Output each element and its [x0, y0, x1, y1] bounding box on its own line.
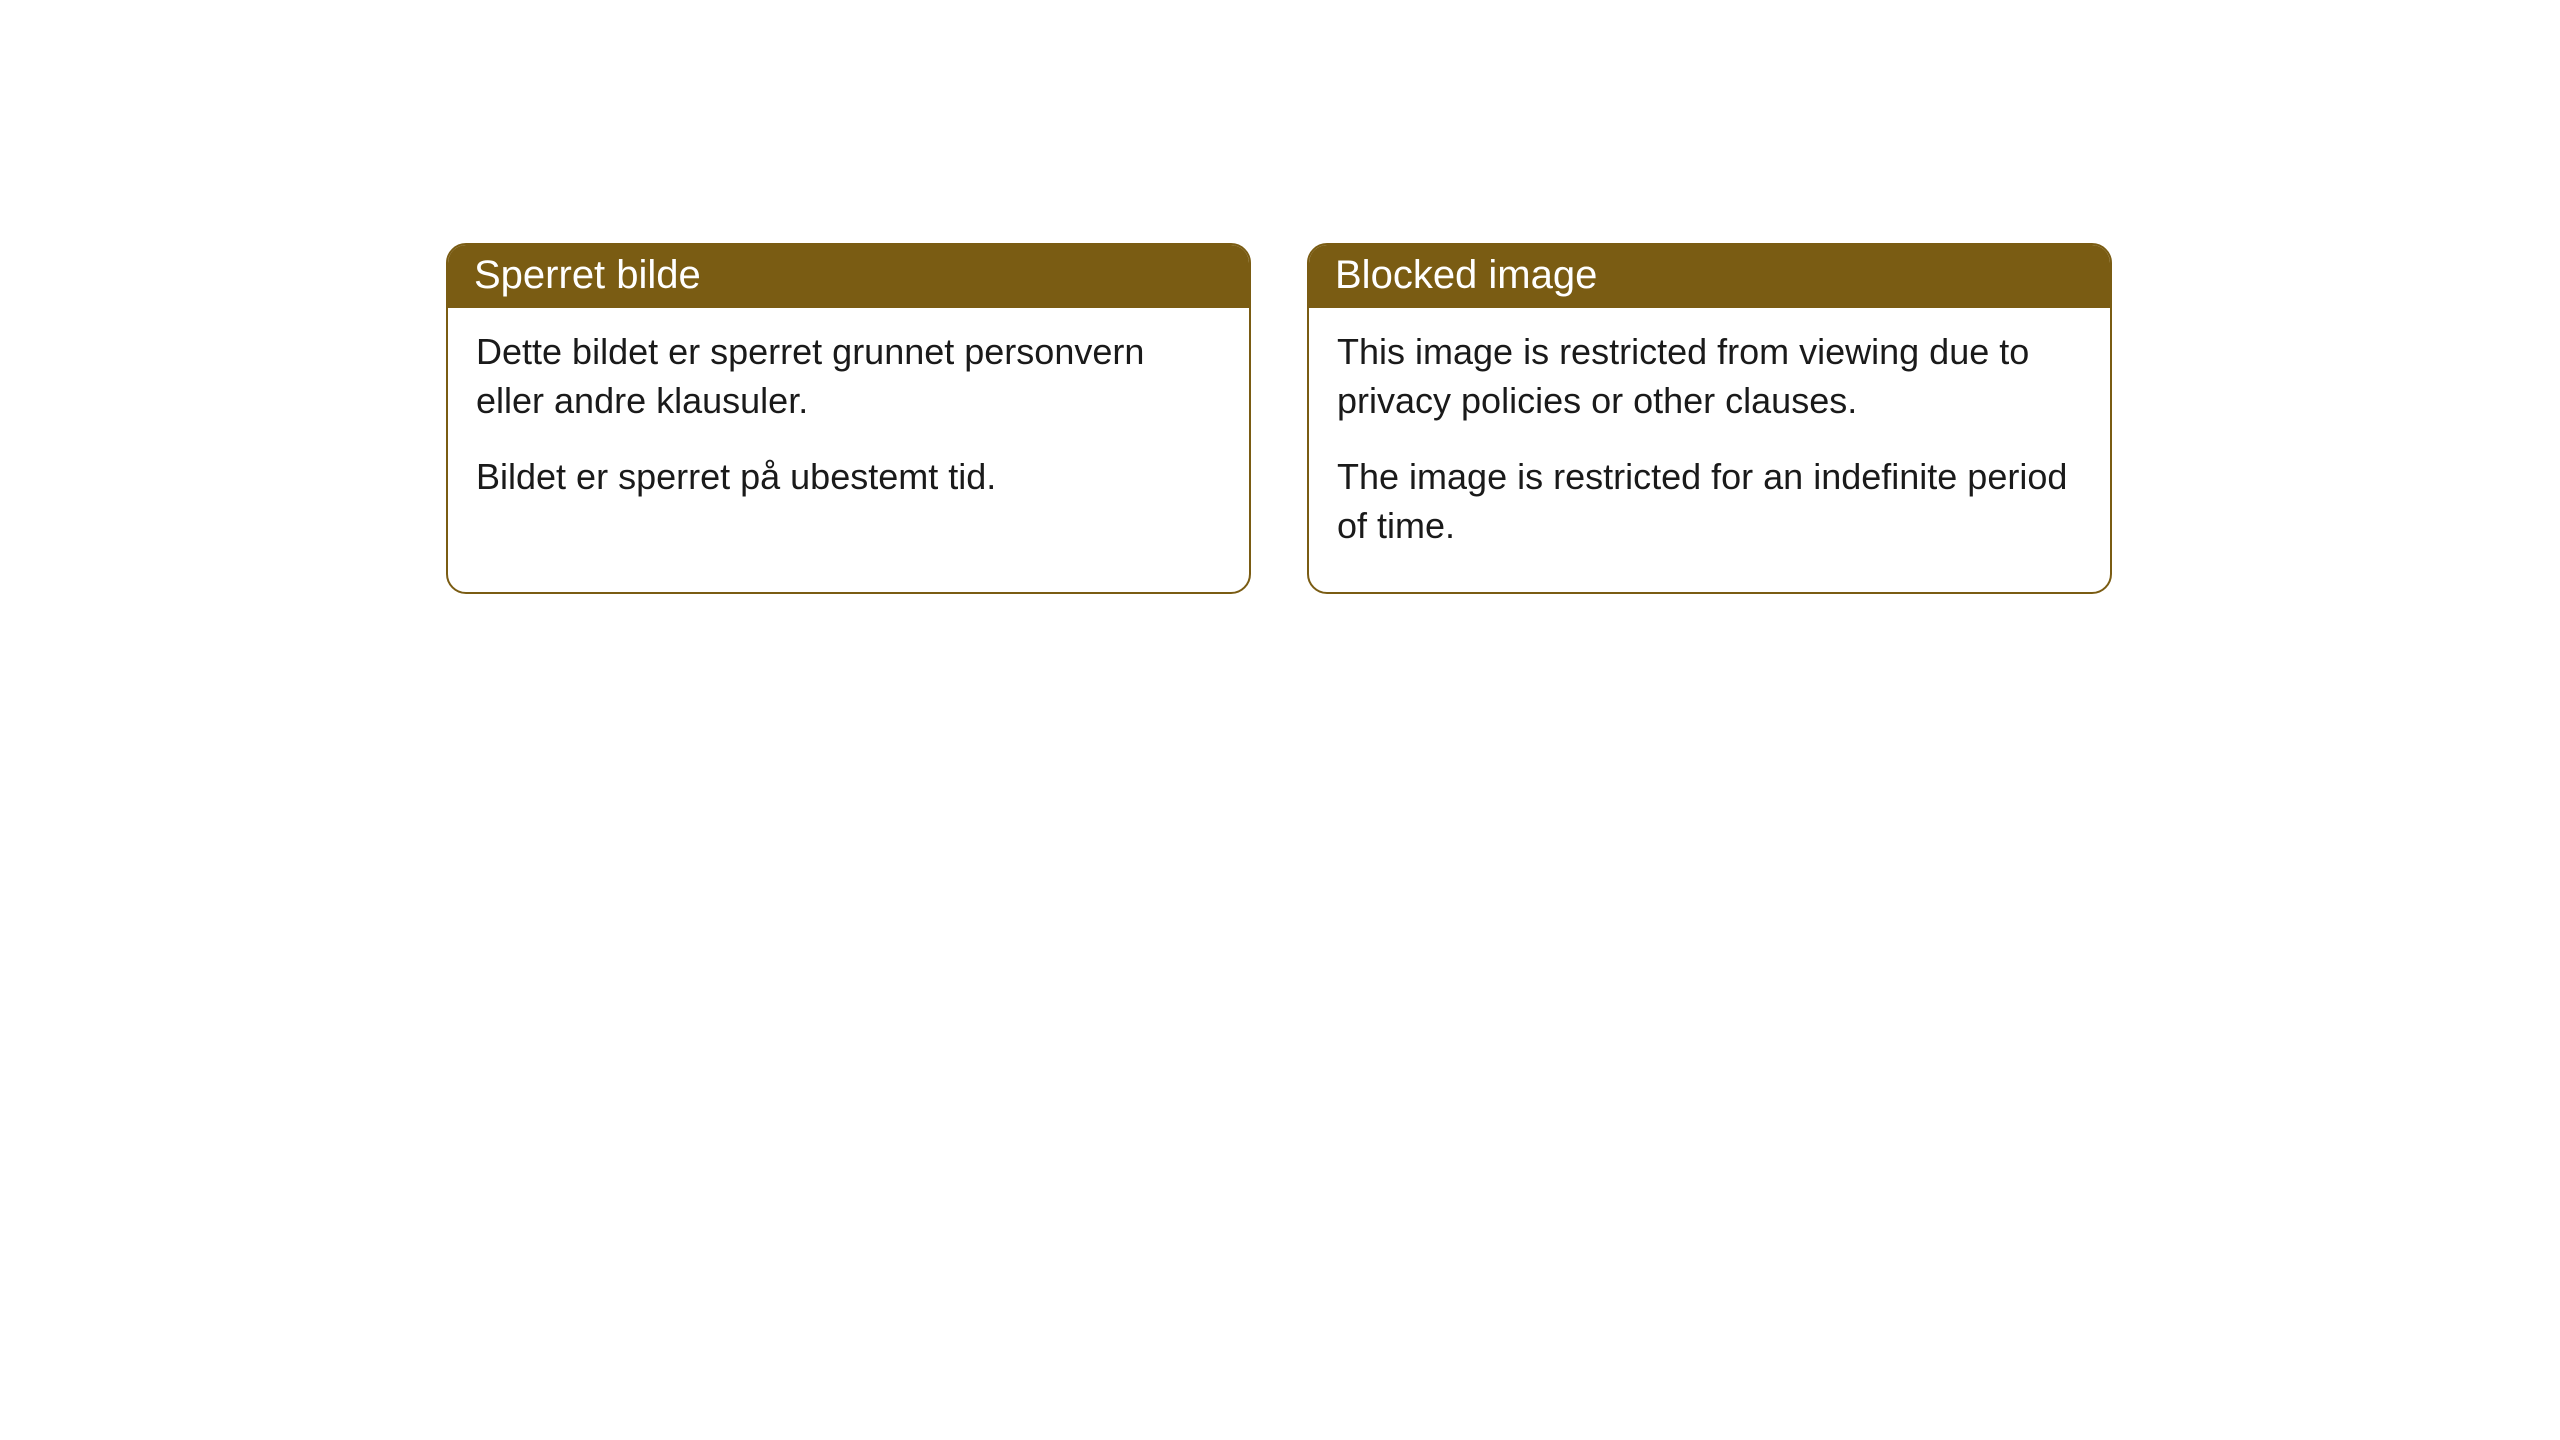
card-body: Dette bildet er sperret grunnet personve… — [448, 308, 1249, 544]
card-body: This image is restricted from viewing du… — [1309, 308, 2110, 592]
card-header: Blocked image — [1309, 245, 2110, 308]
card-paragraph: The image is restricted for an indefinit… — [1337, 453, 2082, 550]
card-header: Sperret bilde — [448, 245, 1249, 308]
notice-card-norwegian: Sperret bilde Dette bildet er sperret gr… — [446, 243, 1251, 594]
notice-cards-row: Sperret bilde Dette bildet er sperret gr… — [446, 243, 2112, 594]
card-title: Sperret bilde — [474, 253, 701, 297]
card-paragraph: Dette bildet er sperret grunnet personve… — [476, 328, 1221, 425]
card-paragraph: This image is restricted from viewing du… — [1337, 328, 2082, 425]
notice-card-english: Blocked image This image is restricted f… — [1307, 243, 2112, 594]
card-title: Blocked image — [1335, 253, 1597, 297]
card-paragraph: Bildet er sperret på ubestemt tid. — [476, 453, 1221, 502]
